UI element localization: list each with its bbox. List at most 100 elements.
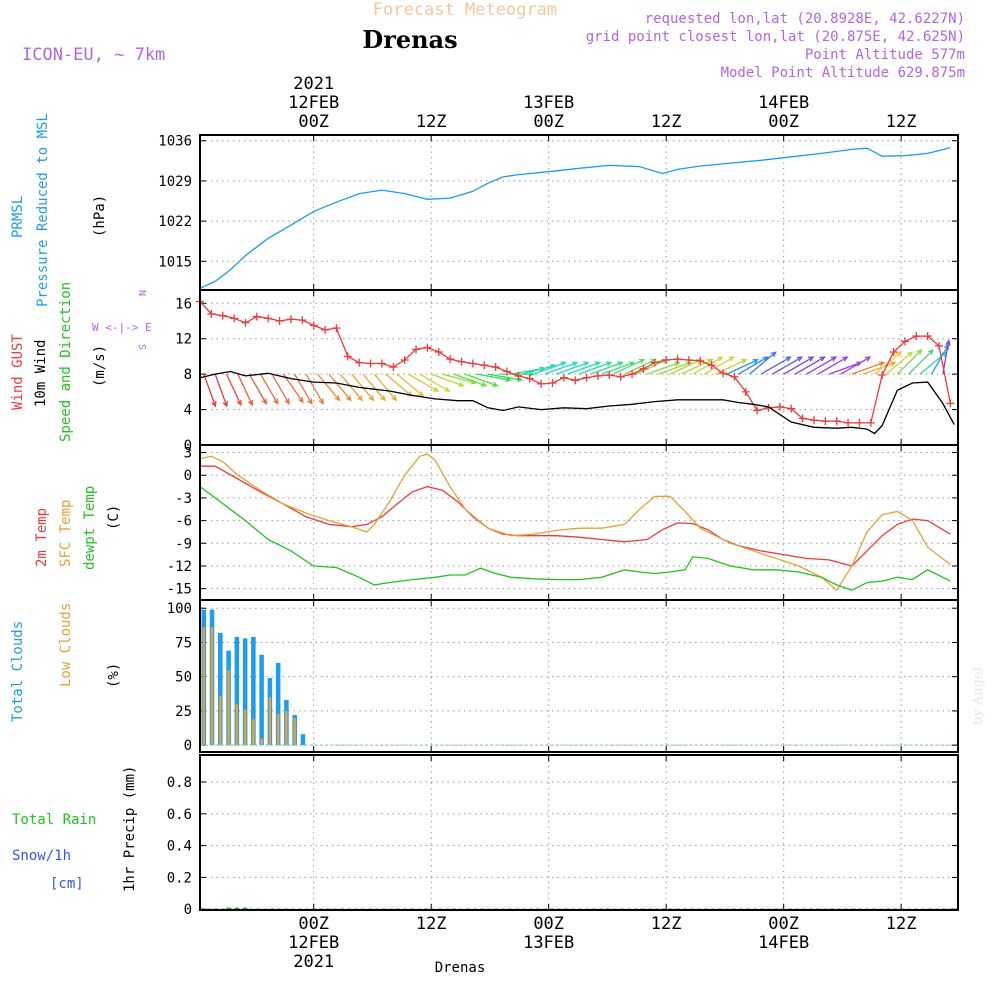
wind-speed-dir-label: Speed and Direction — [58, 282, 74, 442]
gust-marker-30 — [537, 379, 546, 388]
panel-5: 0 0.2 0.4 0.6 0.8 — [167, 754, 959, 918]
wind-arrow-12 — [339, 373, 364, 402]
wind-arrow-1 — [214, 373, 228, 408]
gust-marker-50 — [764, 403, 773, 412]
axis-top-label-2-0: 13FEB — [523, 93, 574, 113]
panel1-unit: (hPa) — [92, 195, 108, 237]
wind-arrow-48 — [749, 351, 777, 375]
gust-marker-7 — [275, 317, 284, 325]
wind-arrow-53 — [806, 356, 838, 375]
gust-marker-6 — [264, 314, 273, 323]
gust-marker-24 — [468, 359, 477, 368]
panel-1: 1015 1022 1029 1036 — [158, 134, 959, 291]
direction-south: S — [136, 344, 147, 350]
bar-low-clouds-8 — [268, 697, 272, 746]
axis-bottom-label-5-0: 12Z — [886, 914, 917, 934]
gust-marker-10 — [309, 321, 318, 330]
gust-marker-46 — [719, 369, 728, 378]
gust-marker-57 — [844, 418, 853, 427]
line-sfc-temp — [199, 453, 951, 592]
gust-marker-36 — [605, 371, 614, 380]
gust-marker-4 — [241, 318, 250, 327]
gust-marker-2 — [218, 311, 227, 320]
gust-marker-3 — [230, 314, 239, 323]
model-label: ICON-EU, ~ 7km — [22, 45, 165, 65]
axis-top-label-0-0: 2021 — [293, 74, 334, 94]
gust-marker-43 — [684, 355, 693, 364]
wind-arrow-54 — [817, 356, 849, 375]
gust-marker-63 — [912, 332, 921, 341]
gust-marker-9 — [298, 316, 307, 325]
gust-marker-5 — [252, 312, 261, 321]
gust-marker-31 — [548, 379, 557, 387]
gust-marker-19 — [412, 345, 421, 354]
bar-total-clouds-6 — [251, 636, 256, 746]
chart-title: Drenas — [362, 25, 457, 54]
wind-arrow-60 — [885, 351, 914, 375]
gust-marker-40 — [650, 358, 659, 367]
gust-marker-1 — [207, 309, 216, 318]
wind-arrow-50 — [771, 356, 804, 375]
wind-arrow-29 — [533, 361, 567, 375]
gust-marker-29 — [525, 374, 534, 383]
wind-arrow-34 — [590, 361, 624, 375]
gust-marker-44 — [696, 356, 705, 365]
ytick-label-1-3: 1036 — [158, 134, 192, 150]
snow-unit-label: [cm] — [50, 876, 84, 892]
axis-bottom-label-0-0: 00Z — [298, 914, 329, 934]
ytick-label-2-2: 8 — [184, 367, 192, 383]
axis-top-label-2-1: 00Z — [533, 112, 564, 132]
bar-low-clouds-1 — [210, 627, 214, 746]
gust-marker-32 — [559, 373, 568, 382]
wind-arrow-56 — [840, 356, 872, 375]
gust-marker-66 — [946, 399, 955, 408]
gust-marker-52 — [787, 404, 796, 413]
prmsl-label: PRMSL — [10, 196, 26, 238]
direction-north: N — [136, 290, 147, 296]
total-clouds-label: Total Clouds — [10, 621, 26, 722]
ytick-label-5-2: 0.4 — [167, 839, 192, 855]
ytick-label-3-2: -9 — [175, 536, 192, 552]
grid-point-location: grid point closest lon,lat (20.875E, 42.… — [586, 29, 965, 45]
direction-west-east: W <-|-> E — [92, 321, 152, 334]
chart-subtitle: Forecast Meteogram — [373, 0, 557, 20]
wind-arrow-5 — [260, 373, 279, 405]
wind-arrow-39 — [646, 361, 681, 375]
gust-marker-56 — [832, 417, 841, 426]
line-prmsl — [199, 146, 951, 289]
gust-marker-25 — [480, 361, 489, 370]
line-2m-temp — [200, 465, 951, 567]
wind-arrow-61 — [896, 349, 923, 375]
wind-arrow-52 — [794, 356, 826, 375]
wind-arrow-4 — [248, 373, 268, 405]
wind-arrow-18 — [408, 373, 440, 392]
wind-arrow-32 — [567, 361, 601, 375]
credit-text: by Angel — [971, 667, 986, 725]
bar-low-clouds-2 — [219, 695, 222, 746]
panel2-unit: (m/s) — [92, 345, 108, 387]
gust-marker-41 — [662, 355, 671, 364]
wind-arrow-26 — [499, 371, 535, 377]
axis-top-label-4-1: 00Z — [768, 112, 799, 132]
axis-bottom-label-2-1: 13FEB — [523, 933, 574, 953]
ytick-label-3-4: -3 — [175, 491, 192, 507]
wind-arrow-51 — [783, 356, 815, 375]
gust-marker-51 — [775, 402, 784, 411]
gust-marker-64 — [923, 332, 932, 341]
axis-top-label-3-0: 12Z — [651, 112, 682, 132]
ytick-label-5-3: 0.6 — [167, 807, 192, 823]
axis-top-label-4-0: 14FEB — [758, 93, 809, 113]
gust-marker-27 — [502, 367, 511, 376]
gust-marker-26 — [491, 363, 500, 372]
gust-marker-11 — [321, 325, 330, 334]
bar-total-clouds-5 — [242, 638, 248, 746]
low-clouds-label: Low Clouds — [58, 603, 74, 687]
temp2m-label: 2m Temp — [34, 508, 50, 567]
bar-total-rain-5 — [242, 907, 248, 910]
dewpt-label: dewpt Temp — [82, 486, 98, 570]
ytick-label-1-0: 1015 — [158, 254, 192, 270]
wind-arrow-17 — [396, 373, 425, 397]
ytick-label-2-1: 4 — [184, 403, 192, 419]
wind-arrow-14 — [362, 373, 386, 402]
gust-marker-14 — [355, 358, 364, 367]
